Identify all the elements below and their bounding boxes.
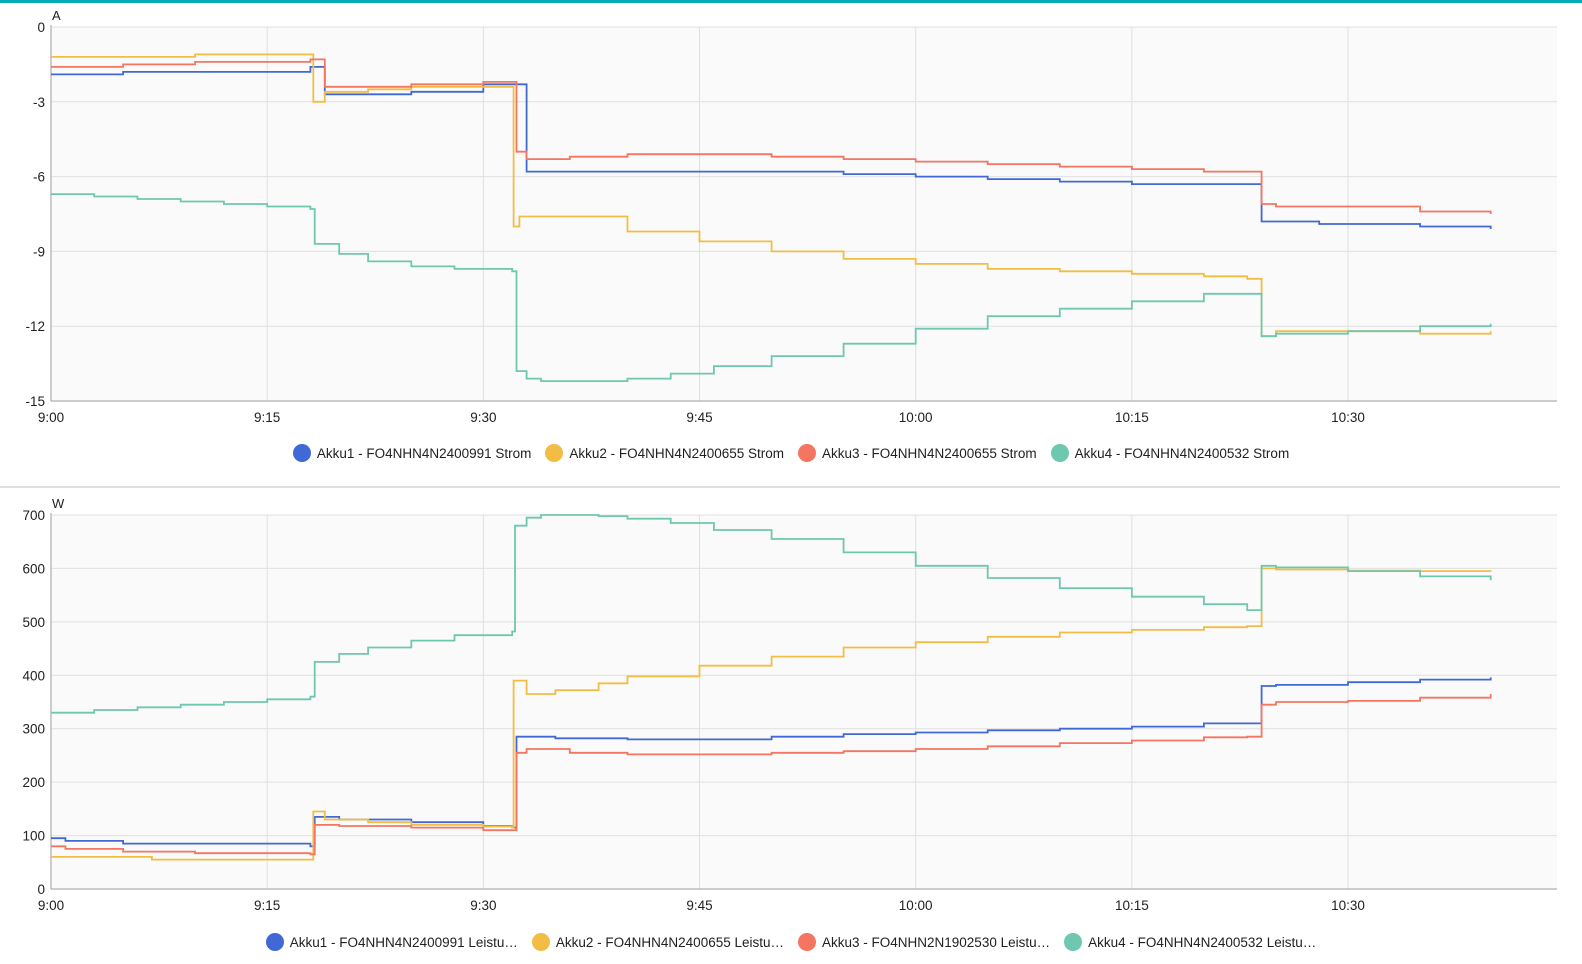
series-line-akku1[interactable] — [51, 66, 1492, 229]
y-tick-label: 700 — [22, 508, 45, 523]
legend-item-akku2-leistung[interactable]: Akku2 - FO4NHN4N2400655 Leistu… — [531, 933, 784, 951]
x-tick-label: 9:45 — [686, 898, 712, 913]
legend-dot — [292, 444, 311, 462]
unit-label: W — [52, 496, 65, 511]
y-tick-label: 0 — [37, 20, 45, 35]
x-tick-label: 9:30 — [470, 410, 496, 425]
legend-item-akku1-leistung[interactable]: Akku1 - FO4NHN4N2400991 Leistu… — [265, 933, 518, 951]
x-tick-label: 9:00 — [38, 410, 64, 425]
series-line-akku2[interactable] — [51, 567, 1492, 861]
current-chart-plot: 0 -3 -6 -9 -12 -159:00 9:15 9:30 9:45 10:00 10:15 1… — [25, 8, 1557, 425]
chart-divider — [0, 486, 1560, 488]
power-chart-legend: Akku1 - FO4NHN4N2400991 Leistu… Akku2 - … — [0, 931, 1582, 953]
x-tick-label: 9:30 — [470, 898, 496, 913]
legend-dot — [265, 933, 284, 951]
legend-item-akku2-strom[interactable]: Akku2 - FO4NHN4N2400655 Strom — [545, 444, 784, 462]
x-tick-label: 9:00 — [38, 898, 64, 913]
y-tick-label: 200 — [22, 775, 45, 790]
y-tick-label: 500 — [22, 615, 45, 630]
power-chart-plot: 700 600 500 400 300 200 100 09:00 9:15 9:30 9:45 10… — [22, 496, 1557, 913]
y-tick-label: -9 — [33, 244, 45, 259]
y-tick-label: 100 — [22, 829, 45, 844]
x-tick-label: 10:30 — [1331, 898, 1365, 913]
legend-item-akku3-leistung[interactable]: Akku3 - FO4NHN2N1902530 Leistu… — [798, 933, 1050, 951]
legend-dot — [798, 444, 816, 462]
y-tick-label: -12 — [25, 319, 45, 334]
x-tick-label: 10:00 — [899, 410, 933, 425]
legend-dot — [545, 444, 564, 462]
legend-label: Akku3 - FO4NHN4N2400655 Strom — [822, 445, 1037, 461]
current-chart-legend: Akku1 - FO4NHN4N2400991 Strom Akku2 - FO… — [0, 442, 1582, 464]
unit-label: A — [52, 8, 61, 23]
legend-item-akku4-leistung[interactable]: Akku4 - FO4NHN4N2400532 Leistu… — [1064, 933, 1316, 951]
x-tick-label: 10:00 — [899, 898, 933, 913]
plot-background — [51, 27, 1557, 401]
legend-item-akku4-strom[interactable]: Akku4 - FO4NHN4N2400532 Strom — [1050, 444, 1290, 462]
series-line-akku4[interactable] — [51, 514, 1492, 714]
legend-label: Akku2 - FO4NHN4N2400655 Strom — [569, 445, 784, 461]
legend-dot — [531, 933, 550, 951]
y-tick-label: -6 — [33, 170, 45, 185]
current-chart: 0 -3 -6 -9 -12 -15 9:00 9:15 9:30 9:45 10:00 10:15 1… — [0, 8, 1582, 464]
y-tick-label: 0 — [37, 882, 45, 897]
y-tick-label: -15 — [25, 394, 45, 409]
legend-item-akku3-strom[interactable]: Akku3 - FO4NHN4N2400655 Strom — [798, 444, 1037, 462]
legend-label: Akku1 - FO4NHN4N2400991 Strom — [316, 445, 532, 461]
legend-label: Akku3 - FO4NHN2N1902530 Leistu… — [822, 934, 1051, 950]
legend-label: Akku1 - FO4NHN4N2400991 Leistu… — [289, 934, 518, 950]
x-tick-label: 9:45 — [686, 410, 712, 425]
x-tick-label: 9:15 — [254, 410, 280, 425]
legend-item-akku1-strom[interactable]: Akku1 - FO4NHN4N2400991 Strom — [292, 444, 532, 462]
series-line-akku2[interactable] — [51, 53, 1492, 338]
legend-dot — [1064, 933, 1083, 951]
power-chart: 700 600 500 400 300 200 100 0 9:00 9:15 9:30 9:45 10… — [0, 488, 1582, 964]
legend-label: Akku2 - FO4NHN4N2400655 Leistu… — [555, 934, 784, 950]
legend-label: Akku4 - FO4NHN4N2400532 Leistu… — [1088, 934, 1317, 950]
y-tick-label: 600 — [22, 561, 45, 576]
y-tick-label: 400 — [22, 668, 45, 683]
legend-dot — [1050, 444, 1069, 462]
legend-dot — [798, 933, 816, 951]
x-tick-label: 9:15 — [254, 898, 280, 913]
series-line-akku4[interactable] — [51, 193, 1492, 382]
x-tick-label: 10:30 — [1331, 410, 1365, 425]
series-line-akku3[interactable] — [51, 694, 1492, 856]
y-tick-label: -3 — [33, 95, 45, 110]
x-tick-label: 10:15 — [1115, 898, 1149, 913]
legend-label: Akku4 - FO4NHN4N2400532 Strom — [1074, 445, 1290, 461]
series-line-akku3[interactable] — [51, 58, 1492, 214]
y-tick-label: 300 — [22, 722, 45, 737]
top-accent-bar — [0, 0, 1582, 3]
x-tick-label: 10:15 — [1115, 410, 1149, 425]
